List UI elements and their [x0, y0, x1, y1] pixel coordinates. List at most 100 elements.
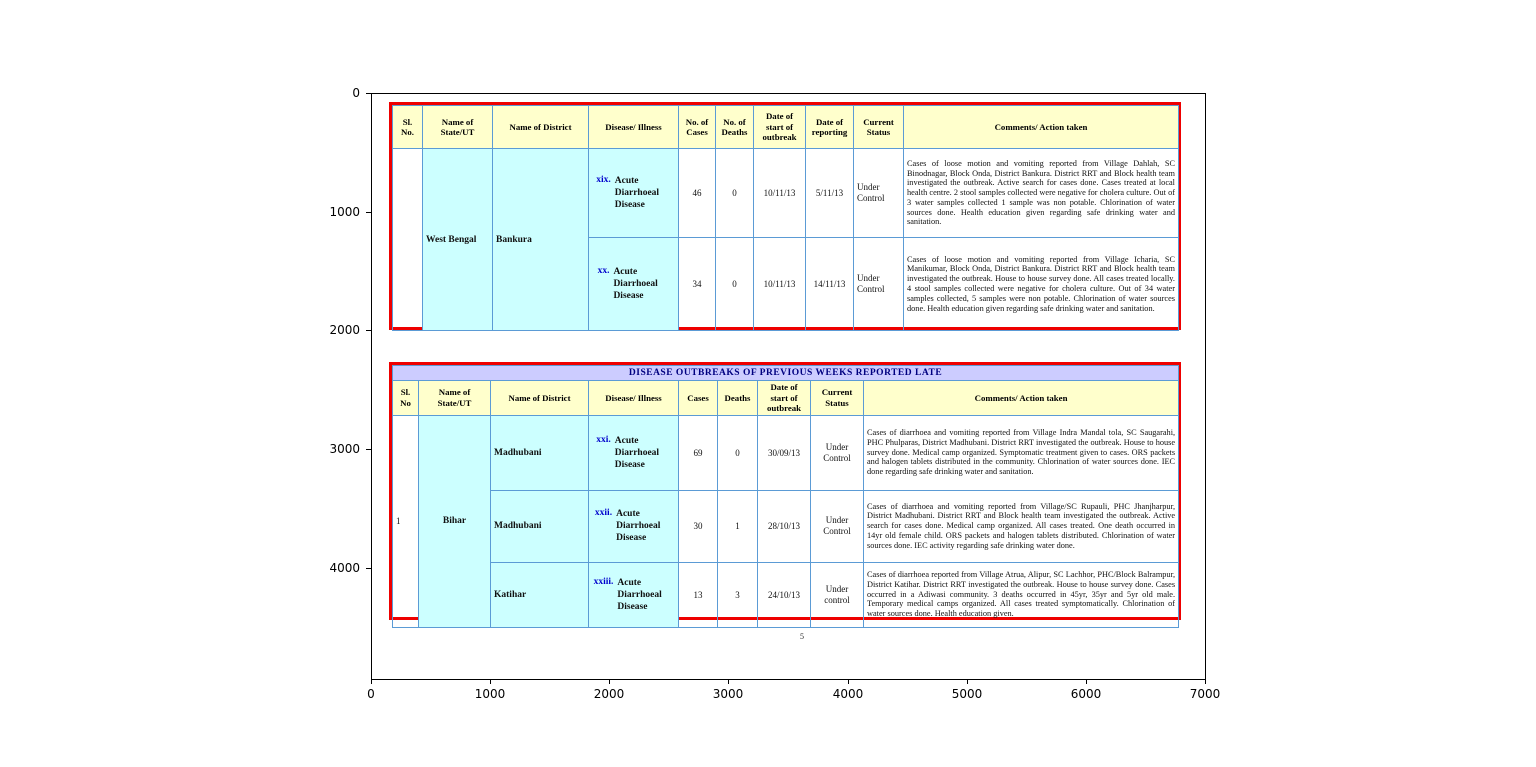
header-district: Name of District [492, 105, 589, 149]
cell-sl-no: 1 [392, 414, 419, 628]
disease-numeral: xix. [596, 175, 611, 185]
outbreak-table-current: Sl. No. Name of State/UT Name of Distric… [389, 102, 1181, 331]
outbreak-table-previous-grid: DISEASE OUTBREAKS OF PREVIOUS WEEKS REPO… [391, 365, 1180, 628]
header-cases: Cases [678, 380, 718, 416]
cell-disease: xxiii. Acute Diarrhoeal Disease [588, 561, 679, 628]
cell-disease: xxii. Acute Diarrhoeal Disease [588, 489, 679, 563]
cell-cases: 34 [678, 237, 716, 331]
x-tick-mark [609, 679, 610, 684]
y-tick-label: 3000 [329, 442, 360, 456]
cell-deaths: 0 [715, 148, 754, 238]
disease-name: Acute Diarrhoeal Disease [614, 176, 660, 210]
cell-reporting-date: 5/11/13 [805, 148, 854, 238]
cell-start-date: 10/11/13 [753, 237, 806, 331]
table2-banner-title: DISEASE OUTBREAKS OF PREVIOUS WEEKS REPO… [391, 365, 1180, 381]
header-state: Name of State/UT [418, 380, 491, 416]
x-tick-label: 2000 [593, 687, 625, 701]
x-tick-mark [1086, 679, 1087, 684]
x-tick-mark [728, 679, 729, 684]
x-tick-mark [371, 679, 372, 684]
x-tick-label: 0 [367, 687, 375, 701]
x-tick-mark [490, 679, 491, 684]
header-cases: No. of Cases [678, 105, 716, 149]
y-tick-mark [366, 330, 371, 331]
cell-state: Bihar [418, 414, 491, 628]
cell-status: Under Control [853, 237, 904, 331]
page-number: 5 [800, 632, 804, 641]
header-state: Name of State/UT [422, 105, 493, 149]
x-tick-label: 7000 [1189, 687, 1221, 701]
cell-sl-no [392, 148, 423, 331]
disease-name: Acute Diarrhoeal Disease [613, 267, 658, 301]
cell-disease: xx. Acute Diarrhoeal Disease [588, 237, 679, 331]
cell-start-date: 10/11/13 [753, 148, 806, 238]
y-tick-label: 1000 [329, 205, 360, 219]
y-tick-label: 2000 [329, 323, 360, 337]
cell-deaths: 0 [717, 414, 758, 491]
cell-reporting-date: 14/11/13 [805, 237, 854, 331]
disease-name: Acute Diarrhoeal Disease [614, 435, 660, 470]
disease-numeral: xxii. [594, 508, 613, 518]
header-comments: Comments/ Action taken [862, 380, 1180, 416]
cell-comments: Cases of loose motion and vomiting repor… [903, 237, 1179, 331]
disease-numeral: xxiii. [593, 576, 614, 587]
cell-deaths: 0 [715, 237, 754, 331]
cell-start-date: 30/09/13 [757, 414, 811, 491]
header-status: Current Status [810, 380, 864, 416]
cell-comments: Cases of diarrhoea and vomiting reported… [862, 414, 1180, 491]
y-tick-mark [366, 449, 371, 450]
x-tick-label: 4000 [832, 687, 864, 701]
cell-status: Under control [810, 561, 864, 628]
cell-district: Bankura [492, 148, 589, 331]
disease-name: Acute Diarrhoeal Disease [616, 509, 661, 543]
table-row: Madhubani xxii. Acute Diarrhoeal Disease… [393, 489, 1180, 563]
y-tick-mark [366, 568, 371, 569]
header-deaths: Deaths [717, 380, 758, 416]
table-row: Katihar xxiii. Acute Diarrhoeal Disease … [393, 561, 1180, 628]
cell-deaths: 3 [717, 561, 758, 628]
outbreak-table-previous: DISEASE OUTBREAKS OF PREVIOUS WEEKS REPO… [389, 362, 1181, 628]
table-row: xx. Acute Diarrhoeal Disease 34 0 10/11/… [393, 237, 1179, 331]
x-tick-mark [1205, 679, 1206, 684]
header-disease: Disease/ Illness [588, 105, 679, 149]
disease-name: Acute Diarrhoeal Disease [617, 577, 662, 612]
x-tick-mark [967, 679, 968, 684]
disease-numeral: xxi. [596, 434, 611, 445]
cell-deaths: 1 [717, 489, 758, 563]
cell-start-date: 24/10/13 [757, 561, 811, 628]
cell-status: Under Control [853, 148, 904, 238]
y-tick-mark [366, 93, 371, 94]
cell-comments: Cases of diarrhoea and vomiting reported… [862, 489, 1180, 563]
cell-state: West Bengal [422, 148, 493, 331]
x-tick-mark [848, 679, 849, 684]
table-row: 1 Bihar Madhubani xxi. Acute Diarrhoeal … [392, 414, 1180, 628]
y-tick-label: 0 [352, 86, 360, 100]
cell-comments: Cases of diarrhoea reported from Village… [862, 561, 1180, 628]
y-tick-label: 4000 [329, 561, 360, 575]
x-tick-label: 1000 [474, 687, 506, 701]
header-district: Name of District [490, 380, 589, 416]
header-status: Current Status [853, 105, 904, 149]
outbreak-table-current-grid: Sl. No. Name of State/UT Name of Distric… [392, 105, 1179, 331]
x-tick-label: 6000 [1070, 687, 1102, 701]
header-start-date: Date of start of outbreak [757, 380, 811, 416]
cell-disease: xix. Acute Diarrhoeal Disease [588, 148, 679, 238]
disease-numeral: xx. [597, 266, 610, 276]
x-tick-label: 5000 [951, 687, 983, 701]
cell-disease: xxi. Acute Diarrhoeal Disease [588, 414, 679, 491]
header-sl-no: Sl. No. [392, 105, 423, 149]
header-comments: Comments/ Action taken [903, 105, 1179, 149]
cell-status: Under Control [810, 489, 864, 563]
header-sl-no: Sl. No [392, 380, 419, 416]
cell-cases: 69 [678, 414, 718, 491]
header-deaths: No. of Deaths [715, 105, 754, 149]
table1-header-row: Sl. No. Name of State/UT Name of Distric… [392, 105, 1179, 149]
cell-cases: 13 [678, 561, 718, 628]
table2-banner-row: DISEASE OUTBREAKS OF PREVIOUS WEEKS REPO… [391, 365, 1180, 381]
cell-cases: 46 [678, 148, 716, 238]
cell-district: Madhubani [490, 414, 589, 491]
cell-cases: 30 [678, 489, 718, 563]
table2-header-row: Sl. No Name of State/UT Name of District… [392, 380, 1180, 416]
header-start-date: Date of start of outbreak [753, 105, 806, 149]
x-tick-label: 3000 [712, 687, 744, 701]
